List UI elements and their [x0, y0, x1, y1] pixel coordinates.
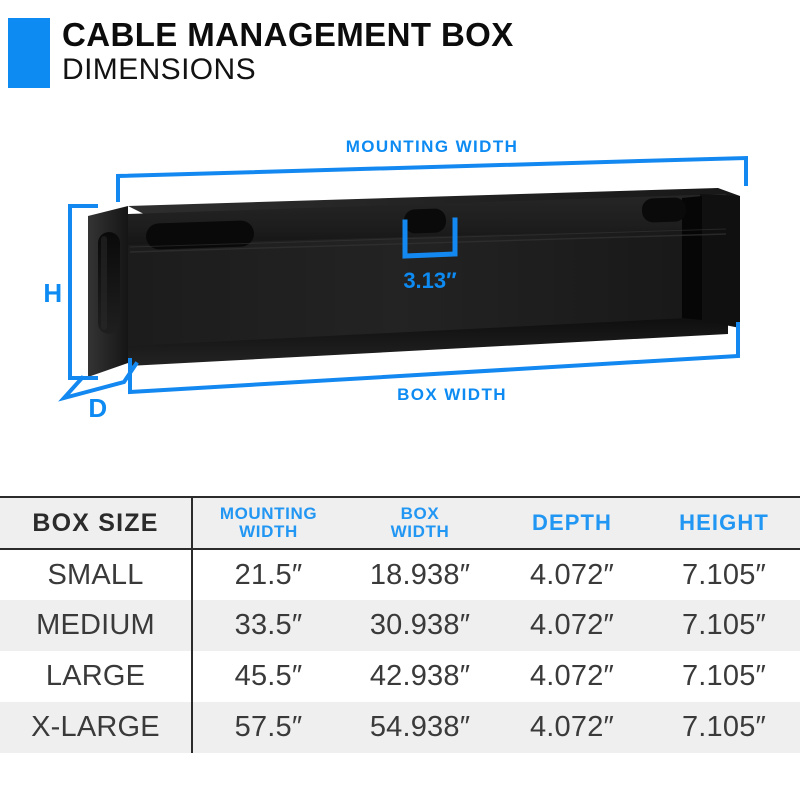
column-header-height: HEIGHT — [648, 496, 800, 550]
cell-mounting-width: 45.5″ — [234, 660, 303, 692]
cell-height: 7.105″ — [681, 558, 767, 591]
cell-size: LARGE — [0, 651, 193, 702]
cell-box-width: 30.938″ — [369, 609, 471, 641]
table-row: X-LARGE 57.5″ 54.938″ 4.072″ 7.105″ — [0, 702, 800, 753]
column-header-line1: BOX — [400, 504, 440, 523]
depth-dimension: D — [58, 361, 139, 423]
cell-box-width: 42.938″ — [369, 660, 471, 692]
box-bottom-lip — [128, 316, 728, 366]
product-dimension-diagram: MOUNTING WIDTH BOX WIDTH H D 3.13″ — [0, 110, 800, 490]
mounting-width-label: MOUNTING WIDTH — [346, 137, 519, 156]
page-header: CABLE MANAGEMENT BOX DIMENSIONS — [0, 0, 800, 110]
slot-width-bracket — [402, 217, 458, 259]
cell-mounting-width: 33.5″ — [234, 609, 303, 641]
column-header-line1: MOUNTING — [219, 504, 318, 523]
cable-port-right — [641, 197, 687, 223]
slot-width-dimension: 3.13″ — [402, 217, 458, 293]
column-header-depth: DEPTH — [496, 496, 648, 550]
box-width-label: BOX WIDTH — [397, 385, 507, 404]
cell-size: X-LARGE — [0, 702, 193, 753]
table-header-row: BOX SIZE MOUNTING WIDTH BOX WIDTH DEPTH … — [0, 496, 800, 550]
column-header-mounting-width: MOUNTING WIDTH — [192, 496, 344, 550]
title-block: CABLE MANAGEMENT BOX DIMENSIONS — [62, 16, 514, 87]
box-seam-line — [129, 233, 727, 253]
mounting-width-dimension: MOUNTING WIDTH — [116, 137, 748, 202]
cell-height: 7.105″ — [681, 609, 767, 641]
dimensions-table: BOX SIZE MOUNTING WIDTH BOX WIDTH DEPTH … — [0, 496, 800, 753]
cell-mounting-width: 21.5″ — [234, 558, 303, 591]
column-header-size: BOX SIZE — [0, 496, 193, 550]
box-front-edge-highlight — [129, 228, 727, 248]
table-row: MEDIUM 33.5″ 30.938″ 4.072″ 7.105″ — [0, 600, 800, 651]
column-header-line2: WIDTH — [390, 522, 450, 541]
cell-box-width: 18.938″ — [369, 558, 471, 591]
box-left-slot-highlight — [101, 236, 107, 330]
mounting-width-bracket — [116, 155, 748, 202]
column-header-box-width: BOX WIDTH — [344, 496, 496, 550]
cell-mounting-width: 57.5″ — [234, 711, 303, 743]
cell-size: MEDIUM — [0, 600, 193, 651]
cell-depth: 4.072″ — [529, 558, 615, 591]
accent-bar — [8, 18, 50, 88]
slot-width-value: 3.13″ — [403, 268, 457, 293]
page-subtitle: DIMENSIONS — [62, 53, 257, 86]
cell-height: 7.105″ — [681, 660, 767, 692]
page-title: CABLE MANAGEMENT BOX — [62, 16, 514, 53]
table-row: SMALL 21.5″ 18.938″ 4.072″ 7.105″ — [0, 549, 800, 600]
table-row: LARGE 45.5″ 42.938″ 4.072″ 7.105″ — [0, 651, 800, 702]
depth-label: D — [88, 393, 107, 423]
depth-bracket — [58, 361, 139, 402]
cell-height: 7.105″ — [681, 711, 767, 743]
cable-box-illustration — [88, 188, 740, 377]
cell-box-width: 54.938″ — [369, 711, 471, 743]
cell-depth: 4.072″ — [529, 609, 615, 641]
cell-size: SMALL — [0, 549, 193, 600]
height-label: H — [43, 278, 62, 308]
box-front-panel — [128, 228, 728, 353]
column-header-line2: WIDTH — [239, 522, 298, 541]
cable-port-left — [146, 220, 254, 250]
box-right-inner-shadow — [682, 196, 702, 320]
cell-depth: 4.072″ — [529, 711, 615, 743]
cell-depth: 4.072″ — [529, 660, 615, 692]
cable-port-center — [403, 208, 447, 234]
box-right-end-face — [700, 194, 740, 328]
